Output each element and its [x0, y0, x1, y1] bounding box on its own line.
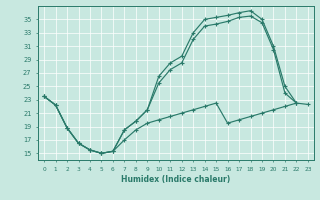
X-axis label: Humidex (Indice chaleur): Humidex (Indice chaleur) [121, 175, 231, 184]
